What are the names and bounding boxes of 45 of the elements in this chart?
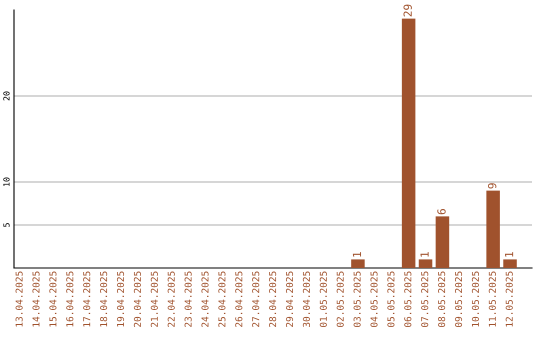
- x-tick-label: 27.04.2025: [252, 272, 260, 327]
- x-tick-label: 29.04.2025: [286, 272, 294, 327]
- x-tick-label: 17.04.2025: [83, 272, 90, 326]
- data-label: 9: [488, 183, 496, 189]
- data-label: 1: [352, 252, 362, 257]
- x-tick-label: 01.05.2025: [320, 272, 327, 328]
- x-tick-label: 06.05.2025: [404, 272, 412, 328]
- x-tick-label: 30.04.2025: [302, 272, 310, 328]
- x-tick-label: 05.05.2025: [387, 272, 394, 328]
- y-tick-label: 10: [3, 178, 10, 186]
- bar: [351, 259, 365, 268]
- x-tick-label: 24.04.2025: [201, 272, 209, 327]
- x-tick-label: 19.04.2025: [116, 272, 124, 326]
- bar: [436, 216, 450, 268]
- bar: [486, 190, 500, 268]
- x-tick-label: 09.05.2025: [454, 272, 462, 328]
- x-tick-label: 28.04.2025: [269, 272, 276, 327]
- x-tick-label: 03.05.2025: [354, 272, 361, 328]
- x-tick-label: 20.04.2025: [134, 272, 141, 327]
- x-tick-label: 08.05.2025: [438, 272, 446, 328]
- y-tick-label: 5: [3, 223, 10, 227]
- x-tick-label: 16.04.2025: [66, 272, 74, 326]
- data-label: 1: [505, 252, 514, 257]
- x-tick-label: 21.04.2025: [150, 272, 158, 327]
- x-tick-label: 22.04.2025: [168, 272, 175, 327]
- x-tick-label: 13.04.2025: [16, 272, 23, 326]
- x-tick-label: 04.05.2025: [370, 272, 378, 328]
- x-tick-label: 15.04.2025: [49, 272, 56, 326]
- y-tick-label: 20: [3, 92, 10, 100]
- x-tick-label: 26.04.2025: [235, 272, 242, 327]
- x-tick-label: 25.04.2025: [218, 272, 226, 327]
- x-tick-label: 14.04.2025: [32, 272, 40, 326]
- data-label: 6: [437, 209, 446, 214]
- bar: [418, 259, 432, 268]
- x-tick-label: 12.05.2025: [506, 272, 513, 326]
- data-label: 1: [420, 252, 429, 257]
- x-tick-label: 11.05.2025: [488, 272, 496, 326]
- x-tick-label: 23.04.2025: [184, 272, 192, 327]
- bar: [503, 259, 517, 268]
- bar: [402, 18, 416, 268]
- x-tick-label: 10.05.2025: [472, 272, 479, 326]
- x-tick-label: 02.05.2025: [336, 272, 344, 328]
- data-label: 29: [403, 4, 412, 16]
- x-tick-label: 18.04.2025: [100, 272, 108, 326]
- x-tick-label: 07.05.2025: [421, 272, 428, 328]
